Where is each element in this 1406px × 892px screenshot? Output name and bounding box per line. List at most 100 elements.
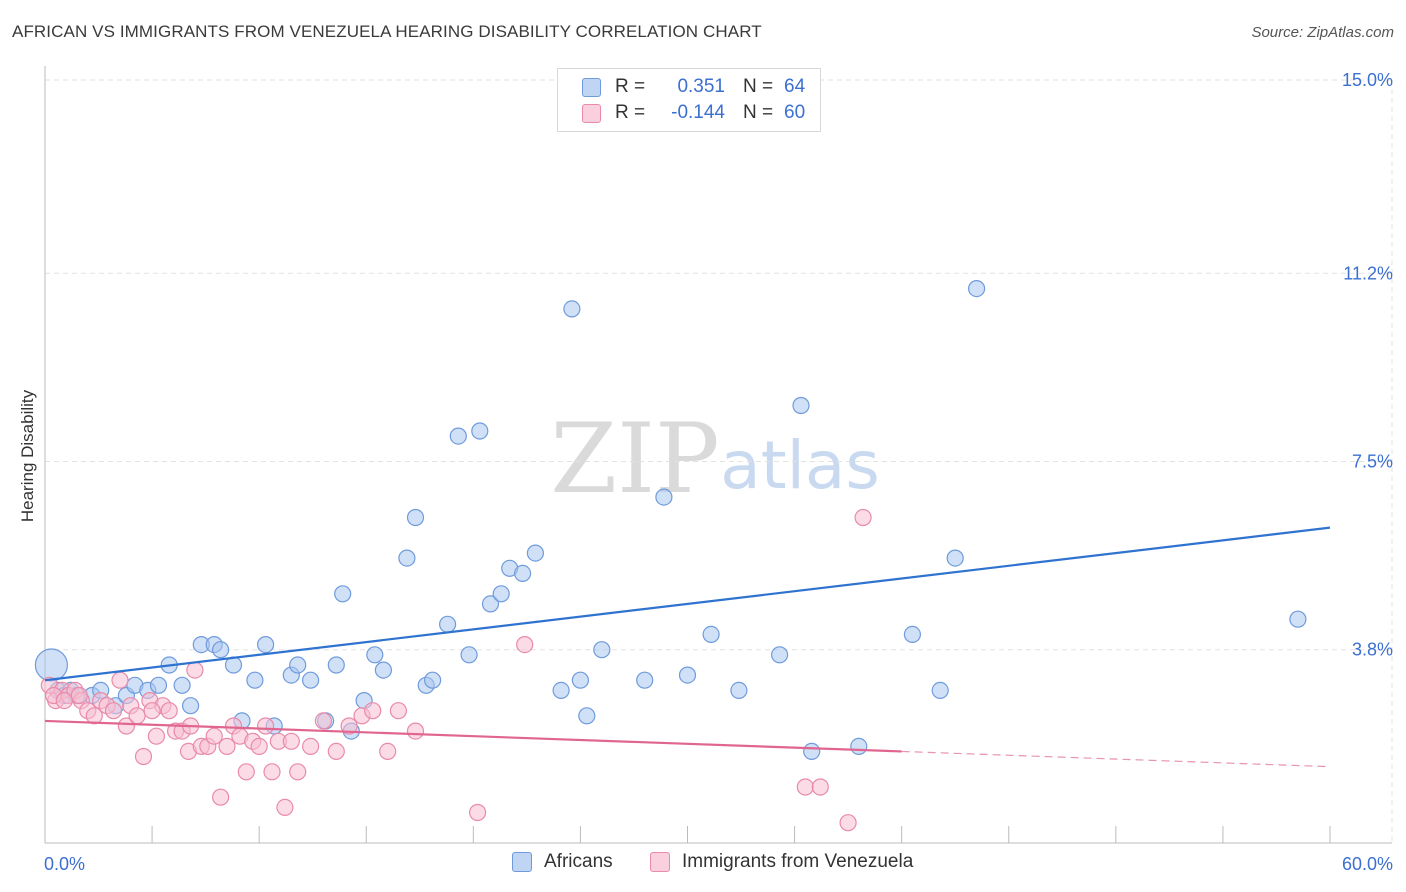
- legend-r-label: R =: [615, 102, 646, 123]
- x-tick-label-max: 60.0%: [1342, 854, 1393, 874]
- point-venezuela: [327, 742, 345, 761]
- point-africans: [563, 300, 581, 318]
- trend-line-africans: [44, 526, 1331, 682]
- point-venezuela: [289, 763, 307, 781]
- point-venezuela: [147, 727, 165, 745]
- bottom-legend-swatch-venezuela: [650, 852, 670, 872]
- point-venezuela: [282, 732, 300, 750]
- point-venezuela: [212, 788, 230, 806]
- point-venezuela: [516, 635, 534, 654]
- watermark-zip: ZIP: [550, 403, 719, 515]
- point-venezuela: [469, 803, 487, 822]
- point-africans: [770, 646, 789, 664]
- point-africans: [678, 666, 697, 684]
- point-africans: [730, 681, 748, 700]
- point-venezuela: [111, 671, 129, 689]
- bottom-legend-label-venezuela: Immigrants from Venezuela: [682, 851, 914, 872]
- point-africans: [246, 671, 264, 689]
- point-venezuela: [143, 702, 161, 720]
- point-africans: [327, 656, 345, 674]
- legend-row-africans: R = 0.351 N = 64: [582, 75, 805, 99]
- point-africans: [471, 422, 489, 440]
- legend-swatch-africans: [582, 77, 601, 97]
- point-venezuela: [186, 661, 204, 679]
- y-tick-label: 11.2%: [1343, 263, 1393, 283]
- point-venezuela: [302, 737, 320, 756]
- point-venezuela: [250, 737, 268, 756]
- point-venezuela: [379, 742, 397, 761]
- point-venezuela: [104, 702, 123, 720]
- data-points: [34, 280, 1307, 832]
- bottom-legend: Africans Immigrants from Venezuela: [0, 851, 1406, 877]
- point-venezuela: [237, 763, 255, 781]
- point-africans: [289, 656, 307, 674]
- y-tick-label: 15.0%: [1342, 70, 1393, 90]
- point-africans: [931, 681, 949, 700]
- legend-swatch-venezuela: [582, 103, 601, 123]
- trend-lines: [44, 526, 1331, 768]
- point-africans: [374, 661, 392, 679]
- point-africans: [173, 676, 191, 694]
- point-africans: [302, 671, 320, 689]
- axes: [44, 66, 1392, 844]
- source-label: Source: ZipAtlas.com: [1251, 24, 1394, 41]
- point-venezuela: [128, 707, 146, 725]
- point-venezuela: [406, 722, 425, 740]
- point-venezuela: [811, 778, 829, 796]
- point-africans: [149, 676, 168, 694]
- point-venezuela: [134, 747, 153, 766]
- point-africans: [702, 625, 720, 644]
- point-africans: [212, 641, 230, 659]
- point-africans: [850, 737, 868, 756]
- legend-n-value-africans: 64: [784, 76, 806, 97]
- grid: [45, 79, 1393, 843]
- point-africans: [439, 615, 457, 633]
- point-africans: [366, 646, 384, 664]
- legend-row-venezuela: R = -0.144 N = 60: [582, 101, 805, 125]
- point-venezuela: [276, 798, 294, 817]
- point-venezuela: [55, 691, 73, 710]
- point-africans: [182, 697, 200, 715]
- point-africans: [578, 707, 596, 725]
- point-venezuela: [854, 508, 872, 527]
- bottom-legend-label-africans: Africans: [544, 851, 613, 872]
- point-africans: [424, 671, 442, 689]
- point-africans: [967, 280, 986, 298]
- point-africans: [406, 508, 425, 527]
- legend-r-value-venezuela: -0.144: [671, 102, 725, 123]
- point-africans: [492, 585, 510, 603]
- point-africans: [636, 671, 654, 689]
- point-africans: [946, 549, 964, 567]
- legend-n-label: N =: [743, 76, 774, 97]
- point-africans: [552, 681, 570, 700]
- point-africans: [571, 671, 590, 689]
- legend-r-label: R =: [615, 76, 646, 97]
- tick-labels: 3.8% 7.5% 11.2% 15.0% 0.0% 60.0%: [44, 70, 1393, 874]
- point-africans: [903, 625, 922, 644]
- point-venezuela: [117, 717, 136, 735]
- point-africans: [803, 742, 821, 761]
- trend-line-venezuela-extrapolated: [901, 750, 1331, 768]
- point-venezuela: [85, 707, 103, 725]
- point-africans: [526, 544, 545, 562]
- watermark: ZIP atlas: [550, 403, 879, 515]
- point-africans: [593, 641, 611, 659]
- point-venezuela: [389, 702, 407, 720]
- legend: R = 0.351 N = 64 R = -0.144 N = 60: [557, 68, 821, 132]
- y-tick-label: 7.5%: [1352, 452, 1393, 472]
- bottom-legend-venezuela: Immigrants from Venezuela: [650, 851, 913, 873]
- point-africans: [792, 396, 810, 415]
- point-venezuela: [205, 727, 223, 745]
- point-venezuela: [218, 737, 236, 756]
- legend-r-value-africans: 0.351: [677, 76, 725, 97]
- point-africans: [460, 646, 478, 664]
- legend-n-label: N =: [743, 102, 774, 123]
- x-tick-label-min: 0.0%: [44, 854, 85, 874]
- watermark-atlas: atlas: [720, 427, 880, 504]
- point-africans: [34, 648, 69, 682]
- legend-n-value-venezuela: 60: [784, 102, 806, 123]
- point-venezuela: [70, 686, 88, 705]
- point-africans: [655, 488, 673, 506]
- point-venezuela: [796, 778, 814, 796]
